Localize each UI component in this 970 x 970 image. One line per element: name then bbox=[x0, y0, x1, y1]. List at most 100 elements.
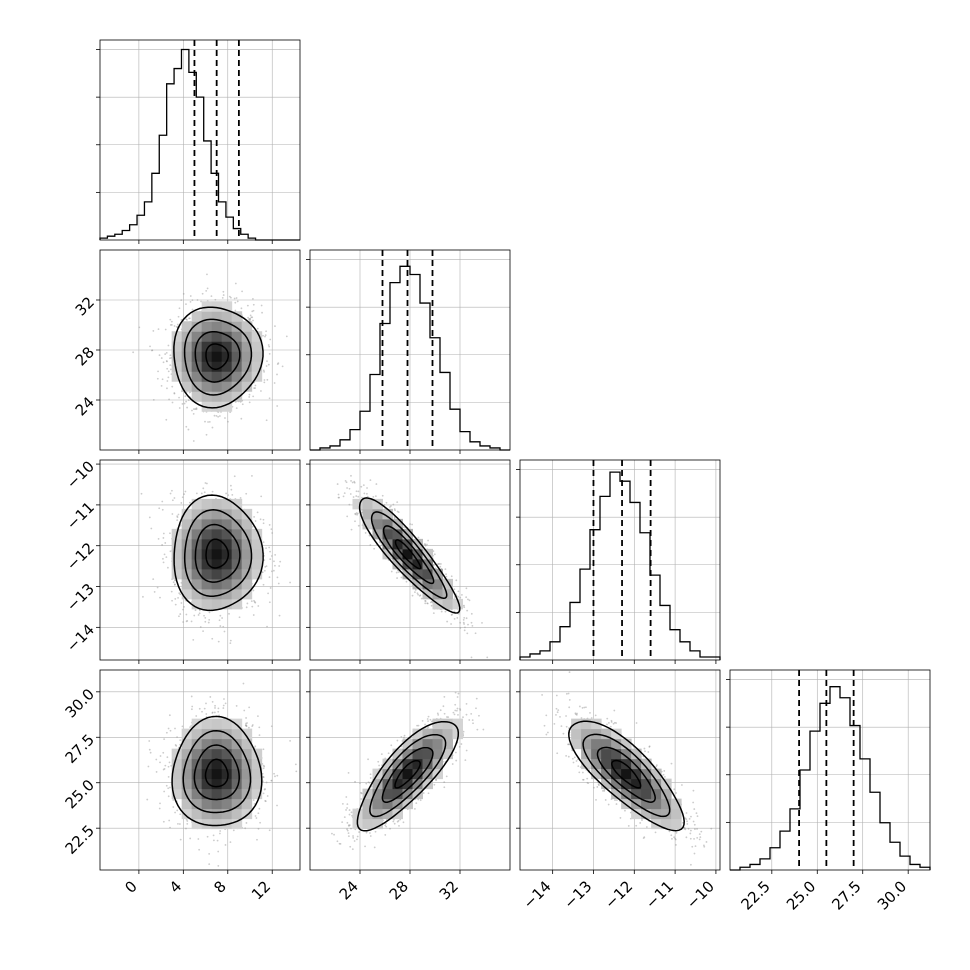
density-cell bbox=[211, 578, 223, 590]
scatter-point bbox=[263, 379, 266, 381]
scatter-point bbox=[271, 532, 274, 534]
scatter-point bbox=[160, 384, 163, 387]
scatter-point bbox=[268, 524, 271, 526]
scatter-point bbox=[187, 428, 190, 431]
scatter-point bbox=[191, 299, 194, 302]
density-cell bbox=[241, 538, 253, 550]
contour-line bbox=[183, 318, 253, 396]
scatter-point bbox=[182, 621, 185, 623]
scatter-point bbox=[414, 591, 416, 594]
scatter-point bbox=[424, 599, 427, 602]
density-cell bbox=[221, 301, 233, 312]
scatter-point bbox=[171, 489, 173, 492]
scatter-point bbox=[169, 364, 172, 367]
scatter-point bbox=[260, 304, 263, 307]
scatter-point bbox=[253, 516, 256, 518]
density-cell bbox=[211, 331, 223, 342]
scatter-point bbox=[168, 398, 170, 401]
scatter-point bbox=[353, 480, 356, 483]
scatter-point bbox=[236, 300, 239, 303]
scatter-layer bbox=[132, 273, 288, 442]
density-cell bbox=[171, 341, 183, 352]
scatter-point bbox=[181, 496, 184, 499]
scatter-point bbox=[350, 474, 352, 477]
scatter-point bbox=[462, 621, 465, 624]
scatter-point bbox=[444, 568, 447, 571]
scatter-point bbox=[348, 503, 351, 506]
scatter-point bbox=[179, 838, 182, 841]
scatter-point bbox=[215, 414, 218, 417]
scatter-point bbox=[223, 630, 226, 633]
scatter-point bbox=[262, 541, 265, 544]
scatter-point bbox=[346, 487, 348, 489]
scatter-point bbox=[261, 571, 264, 574]
density-cell bbox=[442, 588, 453, 600]
scatter-point bbox=[436, 563, 439, 566]
density-cell bbox=[402, 538, 413, 550]
histogram-step-line bbox=[310, 265, 510, 451]
scatter-point bbox=[233, 475, 236, 478]
scatter-point bbox=[150, 527, 153, 530]
scatter-point bbox=[210, 295, 213, 298]
scatter-point bbox=[171, 401, 174, 404]
density-cell bbox=[352, 498, 363, 510]
density-cell bbox=[201, 311, 213, 322]
density-cell bbox=[221, 391, 233, 402]
scatter-point bbox=[219, 614, 222, 617]
density-cell bbox=[211, 508, 223, 520]
scatter-point bbox=[198, 609, 201, 612]
scatter-point bbox=[360, 485, 363, 488]
scatter-point bbox=[178, 396, 180, 399]
scatter-point bbox=[198, 848, 201, 851]
density-cell bbox=[211, 301, 223, 312]
y-tick-label: −11 bbox=[63, 498, 98, 533]
scatter-point bbox=[246, 304, 249, 307]
density-cell bbox=[201, 301, 213, 312]
scatter-point bbox=[222, 290, 225, 293]
scatter-point bbox=[268, 601, 271, 604]
scatter-point bbox=[374, 495, 377, 498]
scatter-point bbox=[255, 817, 258, 819]
scatter-point bbox=[173, 392, 176, 394]
scatter-point bbox=[369, 544, 372, 546]
density-cell bbox=[241, 528, 253, 540]
scatter-point bbox=[211, 490, 214, 493]
scatter-point bbox=[394, 509, 396, 512]
scatter-point bbox=[178, 407, 181, 409]
scatter-point bbox=[170, 320, 173, 323]
scatter-point bbox=[241, 290, 243, 293]
scatter-point bbox=[262, 369, 265, 372]
scatter-point bbox=[149, 345, 151, 348]
density-cell bbox=[211, 401, 223, 412]
density-cell bbox=[231, 528, 243, 540]
scatter-point bbox=[190, 695, 193, 698]
contour-line bbox=[173, 306, 264, 409]
histogram-panel-1-frame bbox=[309, 249, 511, 451]
density-cell bbox=[402, 558, 413, 570]
scatter-point bbox=[169, 354, 172, 357]
scatter-point bbox=[463, 629, 466, 632]
density-cell bbox=[201, 371, 213, 382]
scatter-point bbox=[262, 748, 265, 751]
histogram-panel-2-frame bbox=[519, 459, 721, 661]
density-cell bbox=[191, 548, 203, 560]
scatter-point bbox=[246, 602, 249, 605]
x-tick-label: 8 bbox=[210, 877, 229, 896]
scatter-point bbox=[416, 592, 419, 595]
scatter-point bbox=[179, 593, 182, 596]
density-cell bbox=[201, 341, 213, 352]
scatter-point bbox=[177, 315, 180, 318]
density-cell bbox=[231, 311, 243, 322]
scatter-point bbox=[254, 520, 257, 522]
scatter-point bbox=[157, 328, 160, 331]
density-cell bbox=[231, 508, 243, 520]
scatter-point bbox=[444, 610, 447, 613]
scatter-point bbox=[252, 309, 255, 312]
scatter-point bbox=[465, 587, 468, 590]
scatter-point bbox=[177, 513, 180, 516]
scatter-point bbox=[202, 487, 205, 490]
scatter-point bbox=[466, 609, 469, 612]
scatter-point bbox=[267, 592, 269, 595]
scatter-point bbox=[265, 419, 268, 422]
scatter-point bbox=[361, 496, 363, 499]
